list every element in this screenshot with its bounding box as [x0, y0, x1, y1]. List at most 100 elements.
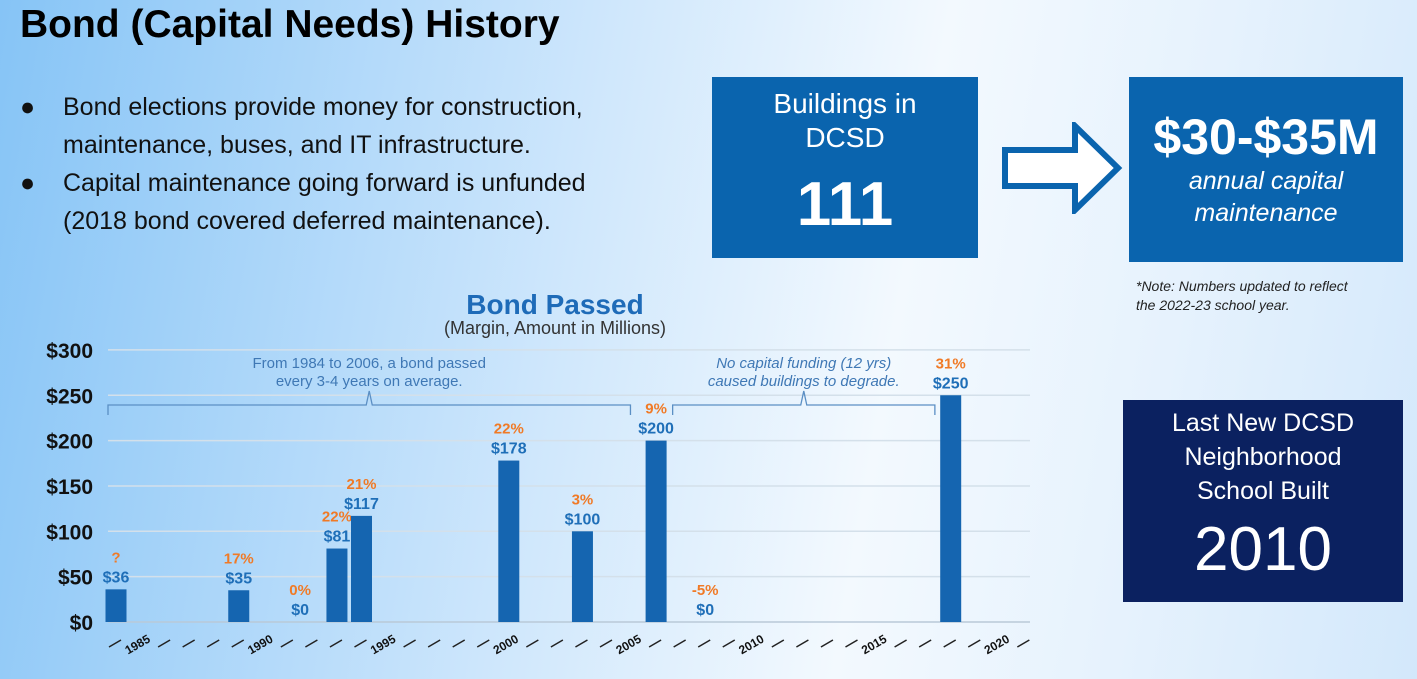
bar-amount-label: $81 — [324, 529, 351, 546]
maintenance-label: maintenance — [1194, 199, 1338, 227]
x-tick-mark — [697, 639, 711, 648]
chart-title: Bond Passed — [466, 289, 643, 320]
bar-amount-label: $117 — [344, 496, 379, 513]
x-tick-mark — [918, 639, 932, 648]
y-tick-label: $100 — [46, 521, 93, 544]
x-tick-label: 2000 — [491, 632, 521, 658]
bar-amount-label: $35 — [225, 570, 252, 587]
bar-margin-label: 3% — [572, 491, 594, 508]
x-tick-mark — [648, 639, 662, 648]
y-tick-label: $150 — [46, 476, 93, 499]
bar-margin-label: -5% — [692, 582, 719, 599]
bar — [326, 548, 348, 622]
x-tick-mark — [599, 639, 613, 648]
bar-amount-label: $0 — [696, 602, 714, 619]
buildings-count: 111 — [796, 170, 894, 239]
x-tick-mark — [354, 639, 367, 648]
x-tick-label: 2020 — [982, 632, 1012, 658]
bar-margin-label: 9% — [645, 401, 667, 418]
bar-margin-label: ? — [111, 549, 120, 566]
bar — [940, 395, 962, 622]
x-tick-mark — [427, 639, 441, 648]
buildings-box: Buildings in DCSD 111 — [712, 77, 978, 258]
bar — [645, 440, 667, 622]
bar-amount-label: $0 — [291, 602, 309, 619]
annotation-bracket — [107, 390, 632, 415]
annotation-text: From 1984 to 2006, a bond passed — [252, 355, 486, 372]
chart-subtitle: (Margin, Amount in Millions) — [444, 318, 666, 338]
bar-margin-label: 22% — [494, 421, 524, 438]
x-tick-mark — [108, 639, 122, 648]
annotation-text: caused buildings to degrade. — [708, 373, 900, 390]
update-note: *Note: Numbers updated to reflect the 20… — [1136, 277, 1348, 315]
bar-amount-label: $100 — [565, 511, 601, 528]
x-tick-mark — [452, 639, 466, 648]
y-tick-label: $50 — [58, 567, 93, 590]
x-tick-label: 1985 — [122, 632, 152, 658]
bullet-dot-icon: ● — [20, 169, 36, 197]
slide-title: Bond (Capital Needs) History — [20, 3, 560, 46]
x-tick-mark — [1016, 639, 1030, 648]
bar-margin-label: 17% — [224, 550, 254, 567]
bar — [498, 460, 520, 622]
bullet-text-line: Capital maintenance going forward is unf… — [63, 169, 586, 197]
y-tick-label: $200 — [46, 431, 93, 454]
bar-amount-label: $200 — [638, 421, 674, 438]
bar-amount-label: $250 — [933, 375, 969, 392]
maintenance-label: annual capital — [1188, 167, 1344, 195]
x-tick-mark — [550, 639, 564, 648]
x-tick-mark — [673, 639, 687, 648]
bar-amount-label: $36 — [103, 569, 130, 586]
x-tick-label: 2010 — [736, 632, 766, 658]
bullet-item: ● Capital maintenance going forward is u… — [20, 164, 660, 240]
x-tick-mark — [231, 639, 245, 648]
x-tick-mark — [967, 639, 981, 648]
bar — [105, 589, 127, 622]
x-tick-mark — [305, 639, 318, 648]
right-arrow-icon — [1002, 122, 1123, 214]
bullet-text-line: maintenance, buses, and IT infrastructur… — [63, 131, 531, 159]
annotation-bracket — [672, 390, 936, 415]
bar — [571, 531, 593, 622]
x-tick-label: 2005 — [613, 632, 643, 658]
x-tick-mark — [845, 639, 858, 648]
last-school-label: School Built — [1196, 477, 1330, 505]
x-tick-mark — [796, 639, 809, 648]
bullet-list: ● Bond elections provide money for const… — [20, 88, 660, 240]
buildings-label: DCSD — [805, 122, 885, 153]
y-tick-label: $250 — [46, 385, 93, 408]
note-line: *Note: Numbers updated to reflect — [1136, 278, 1348, 294]
last-school-label: Neighborhood — [1184, 443, 1342, 471]
maintenance-amount: $30-$35M — [1153, 109, 1379, 165]
bar-margin-label: 31% — [936, 355, 966, 372]
x-tick-mark — [157, 639, 171, 648]
x-tick-mark — [820, 639, 834, 648]
bar — [351, 515, 372, 622]
x-tick-label: 2015 — [859, 632, 889, 658]
last-school-year: 2010 — [1194, 515, 1332, 584]
note-line: the 2022-23 school year. — [1136, 297, 1290, 313]
bar-margin-label: 22% — [322, 509, 352, 526]
x-tick-mark — [575, 639, 588, 648]
x-tick-mark — [943, 639, 957, 648]
last-school-label: Last New DCSD — [1172, 409, 1354, 437]
x-tick-label: 1995 — [368, 632, 398, 658]
bar-margin-label: 21% — [346, 476, 376, 493]
x-tick-mark — [329, 639, 343, 648]
bar-margin-label: 0% — [289, 582, 311, 599]
last-school-box: Last New DCSD Neighborhood School Built … — [1123, 400, 1403, 602]
bullet-text-line: (2018 bond covered deferred maintenance)… — [63, 207, 551, 235]
x-tick-mark — [280, 639, 294, 648]
annotation-text: every 3-4 years on average. — [276, 373, 463, 390]
bullet-dot-icon: ● — [20, 93, 36, 121]
bar — [228, 590, 250, 622]
y-tick-label: $0 — [70, 612, 93, 635]
x-tick-mark — [722, 639, 736, 648]
x-tick-mark — [206, 639, 220, 648]
x-tick-mark — [771, 639, 785, 648]
bar-amount-label: $178 — [491, 441, 527, 458]
bullet-text-line: Bond elections provide money for constru… — [63, 93, 583, 121]
bullet-item: ● Bond elections provide money for const… — [20, 88, 660, 164]
x-tick-label: 1990 — [245, 632, 275, 658]
x-tick-mark — [525, 639, 539, 648]
